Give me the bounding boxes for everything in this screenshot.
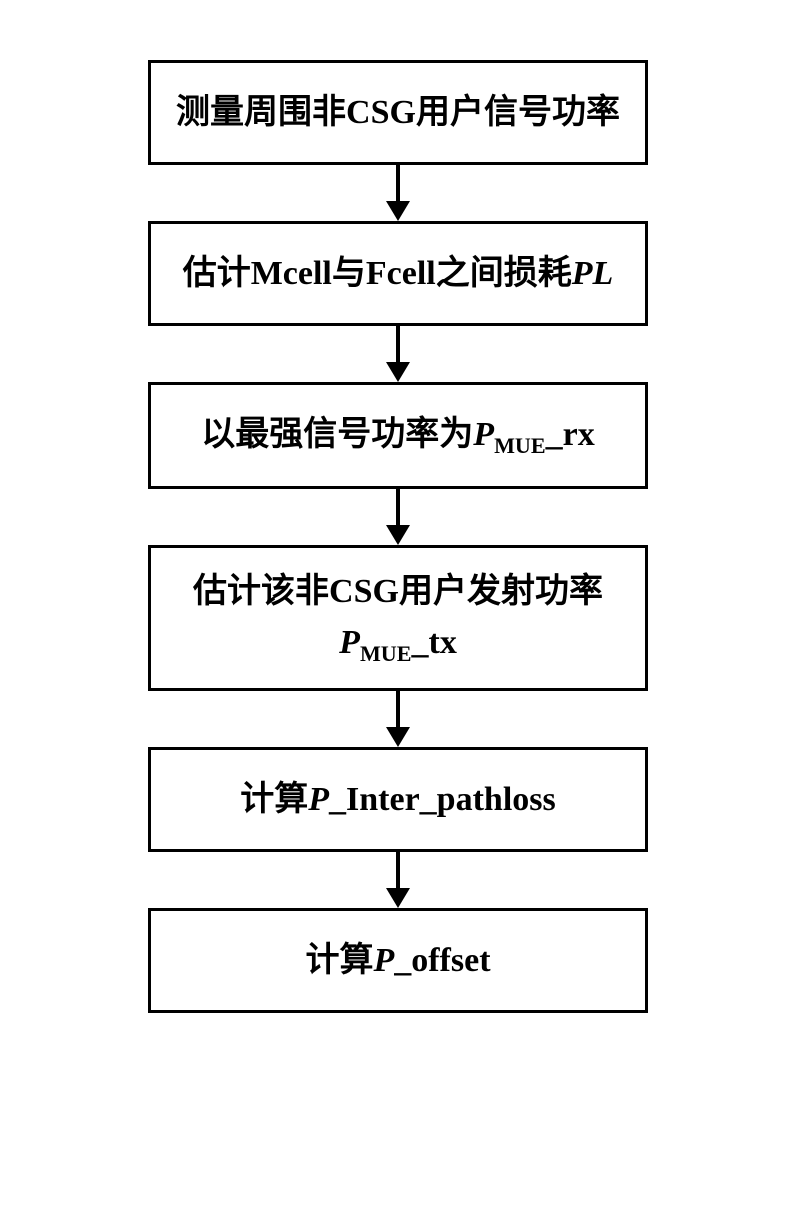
arrow-1	[386, 165, 410, 221]
arrow-4	[386, 691, 410, 747]
step-5-text-b: P	[308, 781, 329, 818]
step-4-text-d: _tx	[412, 624, 457, 661]
arrow-line-icon	[396, 691, 400, 727]
step-5-box: 计算P_Inter_pathloss	[148, 747, 648, 852]
arrow-line-icon	[396, 852, 400, 888]
step-1-box: 测量周围非CSG用户信号功率	[148, 60, 648, 165]
step-3-text-a: 以最强信号功率为	[201, 416, 473, 453]
arrow-line-icon	[396, 326, 400, 362]
step-4-text-c: MUE	[360, 641, 412, 666]
arrow-2	[386, 326, 410, 382]
step-6-text-a: 计算	[305, 942, 373, 979]
step-3-box: 以最强信号功率为PMUE_rx	[148, 382, 648, 489]
step-1-text: 测量周围非CSG用户信号功率	[176, 94, 620, 131]
arrow-5	[386, 852, 410, 908]
step-4-text-b: P	[339, 624, 360, 661]
step-6-text-b: P	[373, 942, 394, 979]
step-3-text-b: P	[473, 416, 494, 453]
step-4-line1: 估计该非CSG用户发射功率	[193, 573, 603, 610]
step-4-box: 估计该非CSG用户发射功率 PMUE_tx	[148, 545, 648, 691]
arrow-3	[386, 489, 410, 545]
step-2-text-a: 估计Mcell与Fcell之间损耗	[183, 255, 572, 292]
arrow-head-icon	[386, 888, 410, 908]
step-6-box: 计算P_offset	[148, 908, 648, 1013]
flowchart-container: 测量周围非CSG用户信号功率 估计Mcell与Fcell之间损耗PL 以最强信号…	[148, 60, 648, 1013]
step-6-text-c: _offset	[394, 942, 490, 979]
step-2-box: 估计Mcell与Fcell之间损耗PL	[148, 221, 648, 326]
step-2-text-b: PL	[572, 255, 614, 292]
arrow-head-icon	[386, 201, 410, 221]
step-5-text-c: _Inter_pathloss	[329, 781, 556, 818]
arrow-line-icon	[396, 165, 400, 201]
step-5-text-a: 计算	[240, 781, 308, 818]
arrow-head-icon	[386, 727, 410, 747]
step-3-text-d: _rx	[546, 416, 595, 453]
step-3-text-c: MUE	[494, 433, 546, 458]
arrow-head-icon	[386, 525, 410, 545]
arrow-head-icon	[386, 362, 410, 382]
arrow-line-icon	[396, 489, 400, 525]
